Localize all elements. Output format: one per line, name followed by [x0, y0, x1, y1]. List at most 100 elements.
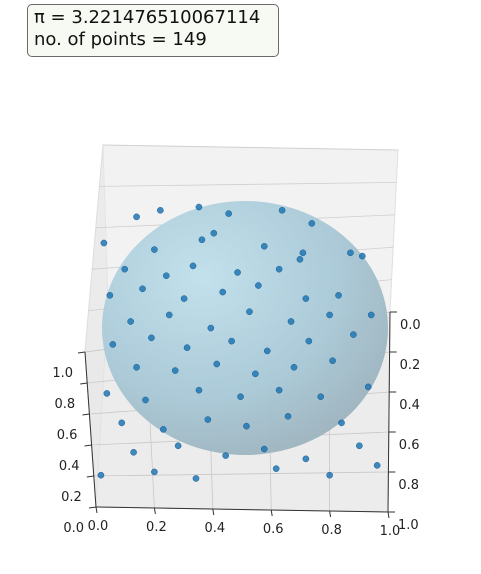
- x-tick-label: 0.2: [146, 520, 167, 535]
- data-point: [139, 285, 146, 293]
- data-point: [326, 471, 333, 479]
- data-point: [210, 229, 218, 237]
- unit-sphere: [102, 201, 388, 455]
- data-point: [275, 265, 283, 273]
- y-axis-line: [387, 311, 391, 513]
- data-point: [302, 295, 310, 302]
- data-point: [290, 363, 298, 371]
- x-tick-mark: [153, 507, 156, 515]
- data-point: [219, 288, 227, 296]
- x-tick-label: 0.8: [321, 523, 342, 538]
- point-count-label: no. of points = 149: [34, 29, 207, 50]
- data-point: [287, 318, 295, 325]
- x-ticks: 0.0 0.2 0.4 0.6 0.8 1.0: [88, 506, 401, 539]
- data-point: [195, 386, 203, 394]
- data-point: [329, 357, 336, 365]
- z-ticks: 0.0 0.2 0.4 0.6 0.8 1.0: [52, 351, 97, 536]
- data-point: [106, 292, 114, 299]
- data-point: [246, 308, 253, 315]
- data-point: [157, 207, 164, 214]
- data-point: [151, 468, 158, 476]
- grid-line-z: [102, 144, 399, 151]
- pi-estimate-label: π = 3.221476510067114: [34, 7, 261, 28]
- data-point: [299, 249, 307, 257]
- info-box: π = 3.221476510067114 no. of points = 14…: [27, 4, 279, 57]
- data-point: [305, 337, 313, 345]
- data-point: [133, 213, 140, 221]
- data-point: [326, 311, 333, 319]
- data-point: [284, 413, 292, 420]
- data-point: [151, 246, 158, 253]
- y-tick-label: 1.0: [398, 518, 419, 533]
- points-layer: [97, 203, 381, 482]
- data-point: [97, 471, 105, 479]
- data-point: [183, 344, 191, 351]
- data-point: [296, 256, 304, 263]
- z-tick-label: 0.2: [61, 490, 82, 505]
- data-point: [228, 337, 235, 345]
- z-tick-mark: [80, 382, 88, 385]
- data-point: [189, 262, 197, 270]
- data-point: [204, 416, 212, 423]
- x-tick-mark: [95, 506, 98, 514]
- data-point: [142, 396, 149, 404]
- z-tick-mark: [88, 506, 97, 509]
- data-point: [263, 347, 271, 355]
- x-tick-mark: [387, 511, 390, 519]
- data-point: [347, 249, 354, 257]
- data-point: [356, 442, 363, 450]
- z-tick-mark: [86, 475, 94, 478]
- grid-line-y: [93, 471, 389, 477]
- x-tick-label: 0.6: [263, 522, 284, 537]
- data-point: [100, 239, 108, 247]
- data-point: [127, 318, 134, 325]
- data-point: [192, 475, 200, 482]
- data-point: [260, 445, 268, 453]
- data-point: [109, 341, 117, 348]
- x-tick-mark: [270, 509, 273, 517]
- data-point: [278, 207, 286, 214]
- data-point: [364, 383, 372, 391]
- z-tick-label: 1.0: [52, 366, 73, 381]
- data-point: [350, 331, 357, 338]
- y-ticks: 0.0 0.2 0.4 0.6 0.8 1.0: [388, 311, 421, 533]
- data-point: [222, 452, 229, 459]
- y-tick-label: 0.6: [399, 438, 420, 453]
- data-point: [165, 311, 173, 319]
- z-tick-mark: [82, 413, 90, 416]
- data-point: [148, 334, 155, 342]
- data-point: [234, 269, 241, 276]
- data-point: [237, 393, 244, 401]
- data-point: [171, 367, 179, 374]
- data-point: [338, 419, 345, 427]
- data-point: [302, 455, 310, 463]
- x-axis-line: [95, 506, 389, 513]
- data-point: [121, 265, 128, 273]
- data-point: [308, 220, 316, 227]
- y-tick-label: 0.8: [398, 478, 419, 493]
- z-tick-mark: [84, 444, 92, 447]
- data-point: [160, 426, 167, 433]
- data-point: [260, 242, 268, 250]
- z-tick-label: 0.0: [63, 521, 84, 536]
- z-tick-label: 0.6: [57, 428, 78, 443]
- data-point: [252, 370, 259, 378]
- x-tick-mark: [212, 508, 215, 516]
- data-point: [335, 292, 342, 299]
- data-point: [133, 363, 140, 371]
- y-tick-label: 0.2: [400, 358, 421, 373]
- data-point: [213, 360, 221, 368]
- data-point: [103, 390, 111, 397]
- y-tick-label: 0.0: [400, 318, 421, 333]
- y-tick-label: 0.4: [399, 398, 420, 413]
- data-point: [180, 295, 188, 302]
- data-point: [118, 419, 126, 427]
- data-point: [358, 252, 366, 260]
- data-point: [272, 465, 280, 472]
- data-point: [317, 393, 325, 401]
- data-point: [243, 422, 250, 430]
- data-point: [225, 210, 232, 217]
- data-point: [195, 203, 203, 211]
- x-tick-label: 1.0: [380, 524, 401, 539]
